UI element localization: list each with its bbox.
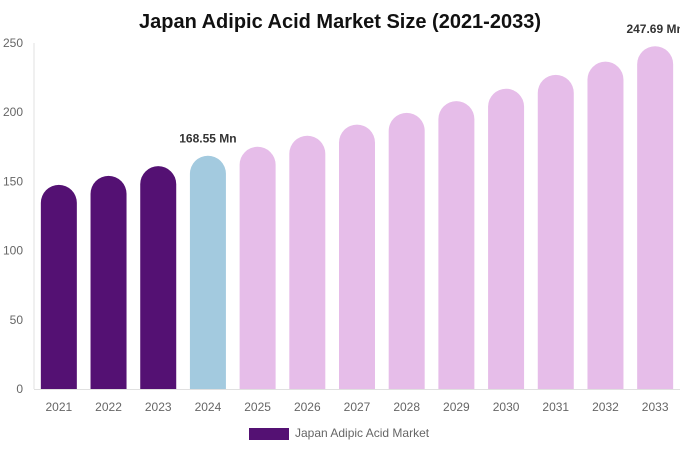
legend-swatch [249, 428, 289, 440]
bar-2026[interactable] [289, 135, 326, 389]
data-label: 247.69 Mn [626, 22, 680, 36]
x-tick-label: 2026 [294, 400, 321, 414]
bar-2031[interactable] [537, 74, 574, 389]
x-tick-label: 2022 [95, 400, 122, 414]
y-tick-label: 0 [16, 382, 23, 396]
bar-2023[interactable] [140, 166, 177, 389]
bar-2030[interactable] [488, 88, 525, 389]
x-tick-label: 2029 [443, 400, 470, 414]
x-tick-label: 2033 [642, 400, 669, 414]
x-tick-label: 2023 [145, 400, 172, 414]
x-tick-label: 2024 [195, 400, 222, 414]
legend[interactable]: Japan Adipic Acid Market [249, 426, 430, 440]
x-tick-label: 2021 [45, 400, 72, 414]
bar-2021[interactable] [40, 184, 77, 389]
bar-2033[interactable] [637, 46, 674, 390]
x-tick-label: 2025 [244, 400, 271, 414]
legend-label: Japan Adipic Acid Market [295, 426, 430, 440]
data-label: 168.55 Mn [179, 132, 236, 146]
bar-2025[interactable] [239, 146, 276, 389]
y-tick-label: 200 [3, 105, 23, 119]
bar-2022[interactable] [90, 175, 127, 389]
bar-2032[interactable] [587, 61, 624, 390]
bar-2028[interactable] [388, 112, 425, 389]
y-tick-label: 50 [10, 313, 24, 327]
x-tick-label: 2027 [344, 400, 371, 414]
y-tick-label: 250 [3, 36, 23, 50]
y-tick-label: 100 [3, 244, 23, 258]
x-tick-label: 2030 [493, 400, 520, 414]
bar-2024[interactable] [189, 155, 226, 389]
x-tick-label: 2031 [542, 400, 569, 414]
x-tick-label: 2032 [592, 400, 619, 414]
bar-2029[interactable] [438, 101, 475, 390]
x-tick-label: 2028 [393, 400, 420, 414]
chart-title: Japan Adipic Acid Market Size (2021-2033… [139, 11, 541, 33]
bar-2027[interactable] [339, 124, 375, 389]
y-tick-label: 150 [3, 174, 23, 188]
